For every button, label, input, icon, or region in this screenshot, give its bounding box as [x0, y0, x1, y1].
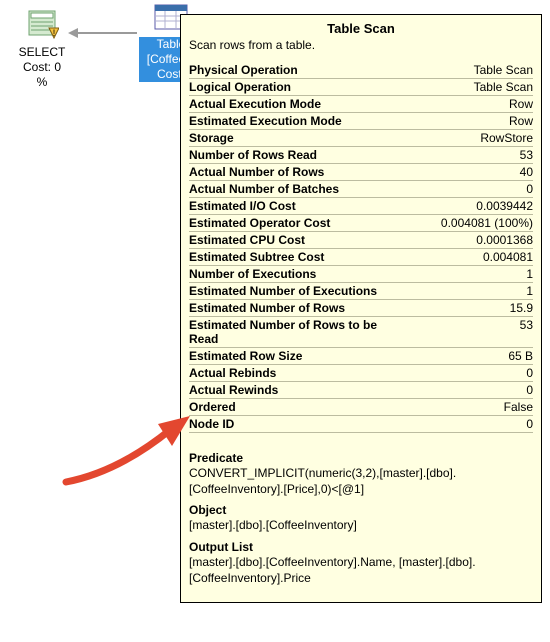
property-row: Estimated Subtree Cost0.004081: [189, 249, 533, 266]
property-row: Estimated Number of Executions1: [189, 283, 533, 300]
property-row: Estimated Number of Rows15.9: [189, 300, 533, 317]
tooltip-title: Table Scan: [189, 21, 533, 36]
tooltip-properties-table: Physical OperationTable ScanLogical Oper…: [189, 62, 533, 433]
property-key: Estimated Execution Mode: [189, 113, 402, 130]
property-key: Actual Rebinds: [189, 365, 402, 382]
property-key: Physical Operation: [189, 62, 402, 79]
callout-arrow-icon: [58, 410, 192, 488]
section-label: Object: [189, 503, 533, 517]
property-value: 0.0039442: [402, 198, 533, 215]
property-key: Actual Rewinds: [189, 382, 402, 399]
property-key: Estimated CPU Cost: [189, 232, 402, 249]
property-value: 0.004081: [402, 249, 533, 266]
property-key: Estimated Number of Rows: [189, 300, 402, 317]
property-value: Row: [402, 96, 533, 113]
plan-operator-select[interactable]: ! SELECT Cost: 0 %: [16, 6, 68, 90]
property-value: 0.0001368: [402, 232, 533, 249]
property-value: Table Scan: [402, 62, 533, 79]
property-key: Actual Number of Rows: [189, 164, 402, 181]
property-key: Estimated Number of Executions: [189, 283, 402, 300]
operator-label: SELECT Cost: 0 %: [16, 45, 68, 90]
property-key: Logical Operation: [189, 79, 402, 96]
property-row: Actual Number of Batches0: [189, 181, 533, 198]
select-icon: !: [25, 6, 59, 40]
property-value: 0: [402, 382, 533, 399]
property-key: Node ID: [189, 416, 402, 433]
property-row: Estimated CPU Cost0.0001368: [189, 232, 533, 249]
property-row: Actual Rewinds0: [189, 382, 533, 399]
property-key: Storage: [189, 130, 402, 147]
property-row: Logical OperationTable Scan: [189, 79, 533, 96]
tooltip-section: Output List[master].[dbo].[CoffeeInvento…: [189, 540, 533, 586]
property-row: Estimated Execution ModeRow: [189, 113, 533, 130]
property-value: 0: [402, 181, 533, 198]
property-value: Table Scan: [402, 79, 533, 96]
section-label: Predicate: [189, 451, 533, 465]
plan-connector: [68, 27, 138, 39]
section-text: [master].[dbo].[CoffeeInventory].Name, […: [189, 554, 533, 586]
property-value: 0: [402, 365, 533, 382]
property-key: Estimated Subtree Cost: [189, 249, 402, 266]
property-row: Actual Execution ModeRow: [189, 96, 533, 113]
property-value: 65 B: [402, 348, 533, 365]
property-value: 1: [402, 266, 533, 283]
section-text: [master].[dbo].[CoffeeInventory]: [189, 517, 533, 533]
property-row: Estimated Row Size65 B: [189, 348, 533, 365]
property-value: 0: [402, 416, 533, 433]
property-row: Estimated I/O Cost0.0039442: [189, 198, 533, 215]
property-value: 0.004081 (100%): [402, 215, 533, 232]
property-row: Estimated Operator Cost0.004081 (100%): [189, 215, 533, 232]
property-value: 1: [402, 283, 533, 300]
property-row: OrderedFalse: [189, 399, 533, 416]
property-key: Actual Execution Mode: [189, 96, 402, 113]
property-value: Row: [402, 113, 533, 130]
property-key: Number of Rows Read: [189, 147, 402, 164]
property-key: Ordered: [189, 399, 402, 416]
property-value: 15.9: [402, 300, 533, 317]
property-row: Physical OperationTable Scan: [189, 62, 533, 79]
property-row: Estimated Number of Rows to be Read53: [189, 317, 533, 348]
property-key: Number of Executions: [189, 266, 402, 283]
tooltip-subtitle: Scan rows from a table.: [189, 38, 533, 52]
property-value: 53: [402, 147, 533, 164]
tooltip-section: PredicateCONVERT_IMPLICIT(numeric(3,2),[…: [189, 451, 533, 497]
svg-text:!: !: [53, 28, 56, 38]
section-text: CONVERT_IMPLICIT(numeric(3,2),[master].[…: [189, 465, 533, 497]
property-key: Actual Number of Batches: [189, 181, 402, 198]
property-row: Node ID0: [189, 416, 533, 433]
tooltip-section: Object[master].[dbo].[CoffeeInventory]: [189, 503, 533, 533]
property-value: False: [402, 399, 533, 416]
property-row: StorageRowStore: [189, 130, 533, 147]
property-value: 53: [402, 317, 533, 348]
property-key: Estimated Row Size: [189, 348, 402, 365]
operator-tooltip: Table Scan Scan rows from a table. Physi…: [180, 14, 542, 603]
property-value: 40: [402, 164, 533, 181]
property-key: Estimated Number of Rows to be Read: [189, 317, 402, 348]
property-row: Actual Rebinds0: [189, 365, 533, 382]
property-row: Number of Rows Read53: [189, 147, 533, 164]
property-key: Estimated Operator Cost: [189, 215, 402, 232]
section-label: Output List: [189, 540, 533, 554]
property-row: Number of Executions1: [189, 266, 533, 283]
property-key: Estimated I/O Cost: [189, 198, 402, 215]
property-value: RowStore: [402, 130, 533, 147]
property-row: Actual Number of Rows40: [189, 164, 533, 181]
